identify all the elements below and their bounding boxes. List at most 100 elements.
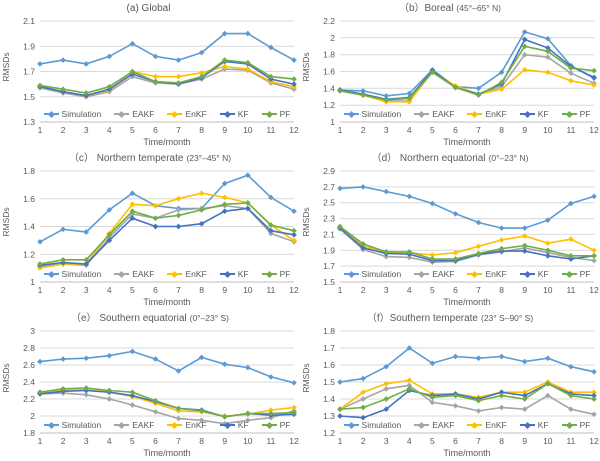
legend-item-simulation[interactable]: Simulation xyxy=(343,109,401,119)
legend-item-pf[interactable]: PF xyxy=(261,420,290,430)
x-tick-label: 5 xyxy=(430,436,435,446)
legend-item-pf[interactable]: PF xyxy=(561,420,590,430)
x-axis-label: Time/month xyxy=(143,448,191,458)
legend-label: EAKF xyxy=(432,269,455,279)
data-point-marker xyxy=(591,257,597,264)
legend-item-enkf[interactable]: EnKF xyxy=(467,420,507,430)
data-point-marker xyxy=(475,243,482,250)
legend: Simulation EAKF EnKF KF PF xyxy=(340,420,594,430)
x-tick-label: 2 xyxy=(61,436,66,446)
legend-line-marker xyxy=(519,270,535,278)
chart-panel-d: （d） Northern equatorial (0°–23° N) RMSDs … xyxy=(300,150,600,310)
chart-panel-a: (a) Global RMSDs 1.3 1.5 1.7 1.9 2.1 1 2 3 4 5 6 7 8… xyxy=(0,0,300,150)
legend: Simulation EAKF EnKF KF PF xyxy=(40,109,294,119)
chart-panel-b: （b）Boreal (45°–65° N) RMSDs 1 1.2 1.4 1.6 1.8… xyxy=(300,0,600,150)
x-tick-label: 9 xyxy=(222,436,227,446)
legend-item-simulation[interactable]: Simulation xyxy=(343,420,401,430)
legend-label: EnKF xyxy=(185,109,207,119)
legend-item-eakf[interactable]: EAKF xyxy=(414,109,454,119)
legend-item-kf[interactable]: KF xyxy=(519,420,549,430)
legend-line-marker xyxy=(114,270,130,278)
panel-title-sub: (23° S–90° S) xyxy=(481,313,534,323)
data-point-marker xyxy=(291,227,297,234)
legend: Simulation EAKF EnKF KF PF xyxy=(40,420,294,430)
data-point-marker xyxy=(475,219,482,226)
legend-line-marker xyxy=(561,270,577,278)
legend-item-eakf[interactable]: EAKF xyxy=(114,420,154,430)
x-tick-label: 6 xyxy=(453,285,458,295)
data-point-marker xyxy=(591,67,597,74)
legend-item-pf[interactable]: PF xyxy=(561,109,591,119)
y-tick-label: 1.4 xyxy=(23,222,35,232)
x-axis-label: Time/month xyxy=(443,297,491,307)
x-tick-label: 11 xyxy=(566,285,575,295)
legend-item-eakf[interactable]: EAKF xyxy=(414,420,454,430)
data-point-marker xyxy=(406,345,413,351)
legend-item-kf[interactable]: KF xyxy=(219,109,249,119)
y-axis-label: RMSDs xyxy=(301,52,311,82)
legend-line-marker xyxy=(414,110,430,118)
y-axis-label: RMSDs xyxy=(301,207,311,237)
data-point-marker xyxy=(337,88,343,94)
legend-item-kf[interactable]: KF xyxy=(519,269,549,279)
legend: Simulation EAKF EnKF KF PF xyxy=(340,109,594,119)
y-tick-label: 1.4 xyxy=(323,83,335,93)
data-point-marker xyxy=(406,254,413,261)
legend-item-enkf[interactable]: EnKF xyxy=(167,420,207,430)
legend-item-kf[interactable]: KF xyxy=(219,269,249,279)
y-tick-label: 1.2 xyxy=(23,249,35,259)
data-point-marker xyxy=(175,212,182,219)
x-tick-label: 12 xyxy=(289,436,299,446)
series-line-pf xyxy=(39,59,295,94)
legend-label: Simulation xyxy=(361,269,402,279)
legend-item-pf[interactable]: PF xyxy=(261,269,290,279)
series-line-enkf xyxy=(339,379,594,410)
x-tick-label: 7 xyxy=(176,285,181,295)
series-line-pf xyxy=(339,45,595,101)
legend-label: Simulation xyxy=(61,109,102,119)
legend-label: EAKF xyxy=(132,109,155,119)
data-point-marker xyxy=(521,225,528,231)
legend-item-enkf[interactable]: EnKF xyxy=(167,109,207,119)
data-point-marker xyxy=(475,408,482,414)
data-point-marker xyxy=(591,82,597,88)
y-tick-label: 1.3 xyxy=(323,411,335,421)
legend-item-kf[interactable]: KF xyxy=(219,420,249,430)
legend-item-enkf[interactable]: EnKF xyxy=(467,269,507,279)
legend-item-simulation[interactable]: Simulation xyxy=(43,420,101,430)
y-tick-label: 2.1 xyxy=(23,16,35,26)
data-point-marker xyxy=(198,207,205,213)
legend-line-marker xyxy=(261,110,277,118)
x-tick-label: 3 xyxy=(384,125,389,135)
x-tick-label: 12 xyxy=(589,436,599,446)
x-tick-label: 8 xyxy=(499,285,504,295)
y-tick-label: 1.6 xyxy=(323,360,335,370)
x-tick-label: 3 xyxy=(84,125,89,135)
legend-item-simulation[interactable]: Simulation xyxy=(343,269,402,279)
x-tick-label: 6 xyxy=(153,285,158,295)
x-tick-label: 4 xyxy=(407,125,412,135)
legend-item-simulation[interactable]: Simulation xyxy=(43,109,102,119)
legend-label: KF xyxy=(537,109,549,119)
data-point-marker xyxy=(591,392,597,399)
legend: Simulation EAKF EnKF KF PF xyxy=(340,269,594,279)
data-point-marker xyxy=(498,389,505,396)
legend-item-eakf[interactable]: EAKF xyxy=(114,269,154,279)
y-tick-label: 1.9 xyxy=(323,245,335,255)
plot-area-e: 1.822.22.42.62.831 2 3 4 5 6 7 8 9 10 11 12 xyxy=(23,326,299,446)
legend-item-enkf[interactable]: EnKF xyxy=(167,269,207,279)
legend-line-marker xyxy=(114,421,130,429)
legend-item-pf[interactable]: PF xyxy=(261,109,290,119)
legend-item-kf[interactable]: KF xyxy=(519,109,549,119)
x-tick-label: 5 xyxy=(130,125,135,135)
legend-item-simulation[interactable]: Simulation xyxy=(43,269,101,279)
legend-item-eakf[interactable]: EAKF xyxy=(414,269,454,279)
x-tick-label: 9 xyxy=(222,285,227,295)
legend-item-pf[interactable]: PF xyxy=(561,269,590,279)
legend-line-marker xyxy=(467,421,483,429)
legend-item-enkf[interactable]: EnKF xyxy=(467,109,507,119)
data-point-marker xyxy=(152,73,159,80)
legend-line-marker xyxy=(343,421,359,429)
legend-item-eakf[interactable]: EAKF xyxy=(114,109,154,119)
legend-label: PF xyxy=(579,109,591,119)
